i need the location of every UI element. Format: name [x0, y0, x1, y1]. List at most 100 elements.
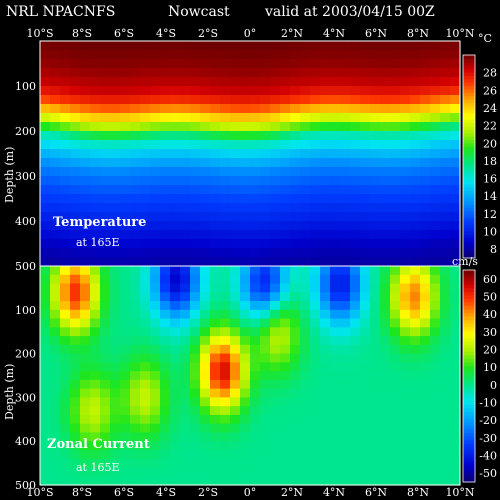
- zonal-current-heat-cell: [190, 336, 201, 346]
- zonal-current-heat-cell: [440, 336, 451, 346]
- temperature-heat-cell: [380, 221, 391, 231]
- zonal-current-heat-cell: [370, 362, 381, 372]
- zonal-current-heat-cell: [450, 449, 461, 460]
- zonal-current-heat-cell: [370, 388, 381, 398]
- temperature-heat-cell: [310, 221, 321, 231]
- temperature-heat-cell: [220, 41, 231, 51]
- temperature-heat-cell: [310, 158, 321, 168]
- zonal-current-heat-cell: [230, 414, 241, 425]
- zonal-current-heat-cell: [340, 432, 351, 442]
- zonal-current-heat-cell: [440, 309, 451, 320]
- zonal-current-heat-cell: [250, 266, 261, 276]
- zonal-current-heat-cell: [90, 467, 101, 477]
- zonal-current-heat-cell: [390, 423, 401, 434]
- zonal-current-heat-cell: [350, 397, 361, 407]
- zonal-current-heat-cell: [160, 283, 171, 293]
- zonal-current-heat-cell: [110, 397, 121, 407]
- temperature-heat-cell: [140, 176, 151, 186]
- temperature-heat-cell: [260, 131, 271, 141]
- zonal-current-colorbar-segment: [463, 390, 475, 395]
- temperature-heat-cell: [310, 68, 321, 78]
- temperature-heat-cell: [230, 176, 241, 186]
- temperature-heat-cell: [330, 77, 341, 87]
- temperature-heat-cell: [50, 194, 61, 204]
- zonal-current-heat-cell: [140, 449, 151, 460]
- temperature-x-tick-label: 2°S: [198, 27, 218, 40]
- temperature-heat-cell: [360, 68, 371, 78]
- temperature-heat-cell: [100, 68, 111, 78]
- zonal-current-heat-cell: [410, 266, 421, 276]
- zonal-current-heat-cell: [320, 266, 331, 276]
- temperature-heat-cell: [170, 113, 181, 123]
- temperature-heat-cell: [290, 221, 301, 231]
- zonal-current-heat-cell: [170, 423, 181, 434]
- zonal-current-heat-cell: [380, 467, 391, 477]
- temperature-heat-cell: [90, 86, 101, 96]
- temperature-heat-cell: [360, 122, 371, 132]
- zonal-current-heat-cell: [340, 283, 351, 293]
- temperature-heat-cell: [200, 212, 211, 222]
- zonal-current-heat-cell: [220, 406, 231, 416]
- zonal-current-heat-cell: [90, 353, 101, 363]
- temperature-heat-cell: [90, 149, 101, 159]
- temperature-heat-cell: [250, 59, 261, 69]
- temperature-heat-cell: [70, 113, 81, 123]
- temperature-heat-cell: [90, 203, 101, 213]
- temperature-heat-cell: [300, 122, 311, 132]
- temperature-heat-cell: [190, 140, 201, 150]
- temperature-heat-cell: [250, 122, 261, 132]
- temperature-heat-cell: [270, 185, 281, 195]
- zonal-current-heat-cell: [50, 432, 61, 442]
- zonal-current-heat-cell: [140, 388, 151, 398]
- temperature-heat-cell: [150, 50, 161, 60]
- temperature-colorbar-tick-label: 20: [483, 137, 497, 150]
- temperature-heat-cell: [140, 41, 151, 51]
- temperature-heat-cell: [440, 68, 451, 78]
- zonal-current-heat-cell: [190, 371, 201, 381]
- temperature-heat-cell: [330, 113, 341, 123]
- zonal-current-heat-cell: [80, 371, 91, 381]
- zonal-current-heat-cell: [340, 388, 351, 398]
- temperature-heat-cell: [60, 122, 71, 132]
- temperature-heat-cell: [440, 185, 451, 195]
- zonal-current-heat-cell: [230, 432, 241, 442]
- zonal-current-heat-cell: [50, 274, 61, 285]
- zonal-current-heat-cell: [400, 353, 411, 363]
- temperature-heat-cell: [270, 86, 281, 96]
- zonal-current-heat-cell: [280, 441, 291, 451]
- zonal-current-heat-cell: [200, 476, 211, 486]
- zonal-current-heat-cell: [240, 292, 251, 302]
- temperature-heat-cell: [260, 248, 271, 258]
- temperature-heat-cell: [240, 176, 251, 186]
- temperature-heat-cell: [340, 59, 351, 69]
- zonal-current-heat-cell: [420, 388, 431, 398]
- temperature-heat-cell: [330, 104, 341, 114]
- zonal-current-heat-cell: [200, 318, 211, 328]
- temperature-heat-cell: [160, 248, 171, 258]
- temperature-heat-cell: [300, 212, 311, 222]
- temperature-colorbar-segment: [463, 85, 475, 90]
- zonal-current-heat-cell: [380, 371, 391, 381]
- temperature-heat-cell: [210, 167, 221, 177]
- temperature-heat-cell: [80, 248, 91, 258]
- temperature-y-axis-label: Depth (m): [3, 147, 16, 203]
- temperature-heat-cell: [300, 158, 311, 168]
- zonal-current-heat-cell: [170, 379, 181, 390]
- zonal-current-heat-cell: [450, 467, 461, 477]
- temperature-heat-cell: [250, 167, 261, 177]
- temperature-heat-cell: [400, 239, 411, 249]
- zonal-current-heat-cell: [320, 292, 331, 302]
- zonal-current-heat-cell: [90, 292, 101, 302]
- zonal-current-heat-cell: [310, 362, 321, 372]
- temperature-panel: 10°S 8°S 6°S 4°S 2°S 0° 2°N 4°N 6°N 8°N 10°N 10020…: [3, 27, 497, 273]
- temperature-heat-cell: [80, 167, 91, 177]
- temperature-heat-cell: [320, 221, 331, 231]
- zonal-current-heat-cell: [410, 449, 421, 460]
- temperature-heat-cell: [150, 95, 161, 105]
- zonal-current-heat-cell: [310, 327, 321, 337]
- temperature-heat-cell: [350, 203, 361, 213]
- zonal-current-colorbar-segment: [463, 379, 475, 384]
- temperature-heat-cell: [310, 113, 321, 123]
- zonal-current-heat-cell: [190, 353, 201, 363]
- zonal-current-heat-cell: [420, 397, 431, 407]
